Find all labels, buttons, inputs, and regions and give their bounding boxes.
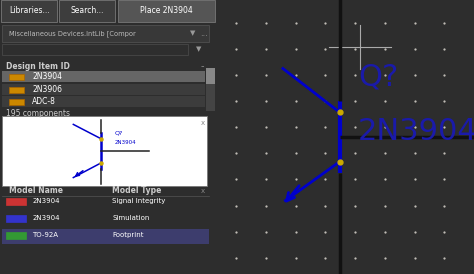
Text: Simulation: Simulation xyxy=(112,215,149,221)
Text: TO-92A: TO-92A xyxy=(32,232,58,238)
Text: Libraries...: Libraries... xyxy=(9,7,49,15)
Bar xyxy=(7,232,26,239)
Bar xyxy=(9,74,24,80)
Text: 2N3904: 2N3904 xyxy=(114,140,136,145)
Text: Signal Integrity: Signal Integrity xyxy=(112,198,165,204)
Text: Q?: Q? xyxy=(358,62,398,91)
Bar xyxy=(2,116,207,186)
Bar xyxy=(2,96,205,107)
Text: 2N3904: 2N3904 xyxy=(32,198,60,204)
Bar xyxy=(59,0,115,22)
Text: Q?: Q? xyxy=(114,130,123,135)
Text: -: - xyxy=(201,62,204,72)
Text: Miscellaneous Devices.IntLib [Compor: Miscellaneous Devices.IntLib [Compor xyxy=(9,30,136,37)
Text: Footprint: Footprint xyxy=(112,232,144,238)
Bar xyxy=(2,25,209,42)
Text: Search...: Search... xyxy=(71,7,104,15)
Bar xyxy=(9,99,24,105)
Bar xyxy=(9,87,24,93)
Text: 2N3906: 2N3906 xyxy=(32,85,63,94)
Bar xyxy=(2,44,188,55)
Text: 2N3904: 2N3904 xyxy=(32,215,60,221)
Text: ADC-8: ADC-8 xyxy=(32,97,56,106)
Bar xyxy=(2,84,205,95)
Text: Design Item ID: Design Item ID xyxy=(7,62,70,71)
Bar xyxy=(7,215,26,222)
Bar xyxy=(2,229,209,244)
Text: Place 2N3904: Place 2N3904 xyxy=(140,7,192,15)
Bar xyxy=(1,0,57,22)
Text: Model Type: Model Type xyxy=(112,187,162,195)
Bar xyxy=(7,198,26,205)
Bar xyxy=(118,0,215,22)
Text: ...: ... xyxy=(201,29,209,38)
Text: ▼: ▼ xyxy=(190,30,195,36)
Text: 2N3904: 2N3904 xyxy=(32,72,63,81)
Text: Model Name: Model Name xyxy=(9,187,63,195)
Text: 195 components: 195 components xyxy=(7,109,71,118)
Bar xyxy=(206,68,215,111)
Text: x: x xyxy=(201,188,205,194)
Text: 2N3904: 2N3904 xyxy=(358,117,474,146)
Bar xyxy=(2,71,205,82)
Bar xyxy=(206,68,215,84)
Text: ▼: ▼ xyxy=(196,47,201,53)
Text: x: x xyxy=(201,120,205,126)
